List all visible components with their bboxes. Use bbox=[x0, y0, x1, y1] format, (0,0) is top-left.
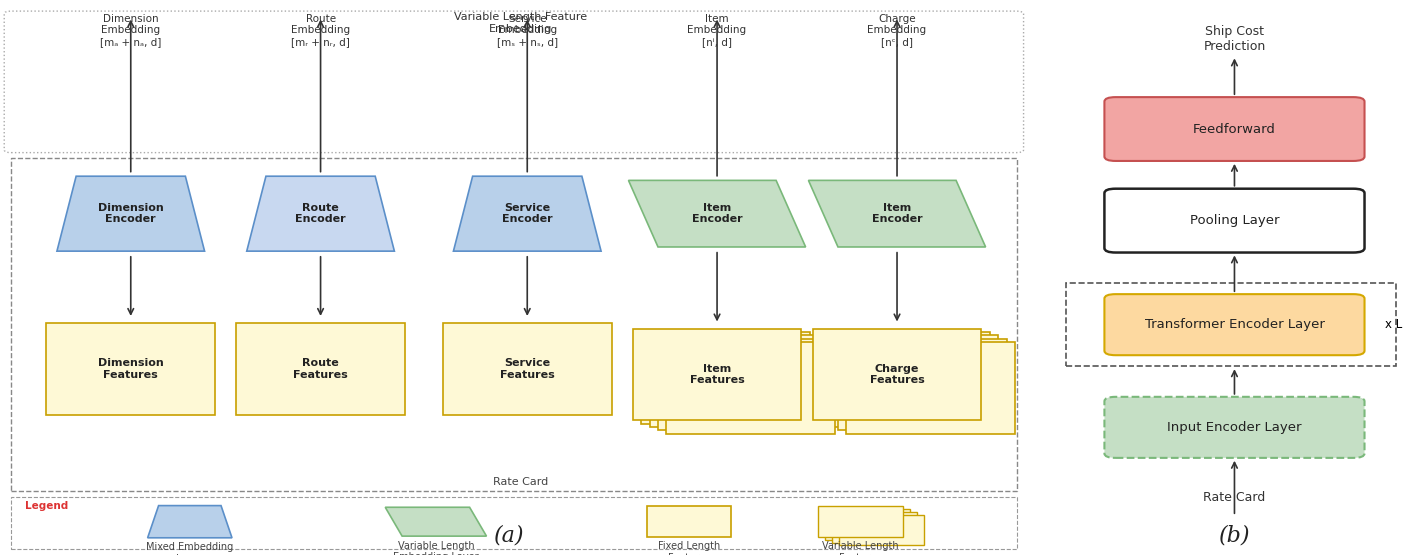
Bar bbox=[846, 342, 1015, 434]
Text: Route
Encoder: Route Encoder bbox=[295, 203, 346, 224]
Bar bbox=[821, 332, 990, 424]
Text: Service
Encoder: Service Encoder bbox=[502, 203, 553, 224]
Bar bbox=[11, 158, 1017, 491]
Text: Charge
Features: Charge Features bbox=[870, 364, 924, 385]
Text: Dimension
Embedding
[mₐ + nₐ, d]: Dimension Embedding [mₐ + nₐ, d] bbox=[100, 14, 162, 47]
Text: Ship Cost
Prediction: Ship Cost Prediction bbox=[1204, 25, 1265, 53]
Bar bbox=[443, 323, 612, 415]
Polygon shape bbox=[808, 180, 986, 247]
Text: (b): (b) bbox=[1219, 524, 1250, 547]
Text: Feedforward: Feedforward bbox=[1194, 123, 1275, 135]
Text: Legend: Legend bbox=[25, 501, 69, 511]
Bar bbox=[633, 329, 801, 421]
Polygon shape bbox=[58, 176, 205, 251]
Polygon shape bbox=[247, 176, 394, 251]
Bar bbox=[666, 342, 835, 434]
Text: Variable Length Feature
Embedding: Variable Length Feature Embedding bbox=[454, 12, 586, 34]
Text: (a): (a) bbox=[494, 524, 524, 547]
Text: Rate Card: Rate Card bbox=[492, 477, 548, 487]
Bar bbox=[825, 509, 910, 539]
Text: Dimension
Features: Dimension Features bbox=[98, 359, 163, 380]
Bar bbox=[650, 335, 818, 427]
Text: Route
Embedding
[mᵣ + nᵣ, d]: Route Embedding [mᵣ + nᵣ, d] bbox=[291, 14, 350, 47]
FancyBboxPatch shape bbox=[1105, 294, 1364, 355]
Text: Item
Encoder: Item Encoder bbox=[872, 203, 922, 224]
Bar bbox=[839, 515, 924, 545]
Text: Variable Length
Embedding Layer: Variable Length Embedding Layer bbox=[394, 541, 478, 555]
Text: Service
Features: Service Features bbox=[501, 359, 554, 380]
Bar bbox=[1066, 283, 1396, 366]
Text: Service
Embedding
[mₛ + nₛ, d]: Service Embedding [mₛ + nₛ, d] bbox=[496, 14, 558, 47]
Bar bbox=[832, 512, 917, 543]
Text: Dimension
Encoder: Dimension Encoder bbox=[98, 203, 163, 224]
Bar bbox=[813, 329, 981, 421]
Text: Route
Features: Route Features bbox=[294, 359, 347, 380]
Text: Input Encoder Layer: Input Encoder Layer bbox=[1167, 421, 1302, 434]
Polygon shape bbox=[385, 507, 486, 536]
Text: Charge
Embedding
[nᶜ, d]: Charge Embedding [nᶜ, d] bbox=[868, 14, 927, 47]
Text: Rate Card: Rate Card bbox=[1204, 491, 1265, 504]
Polygon shape bbox=[628, 180, 806, 247]
Bar bbox=[658, 339, 827, 431]
Bar bbox=[236, 323, 405, 415]
Text: Item
Encoder: Item Encoder bbox=[692, 203, 742, 224]
Bar bbox=[46, 323, 215, 415]
Text: x L: x L bbox=[1385, 318, 1402, 331]
Text: Transformer Encoder Layer: Transformer Encoder Layer bbox=[1144, 318, 1324, 331]
Bar bbox=[641, 332, 810, 424]
Text: Variable Length
Features: Variable Length Features bbox=[823, 542, 898, 555]
Bar bbox=[818, 506, 903, 537]
Bar bbox=[830, 335, 998, 427]
Bar bbox=[11, 497, 1017, 549]
FancyBboxPatch shape bbox=[1105, 189, 1364, 253]
Text: Item
Embedding
[nⁱ, d]: Item Embedding [nⁱ, d] bbox=[688, 14, 747, 47]
FancyBboxPatch shape bbox=[1105, 397, 1364, 458]
FancyBboxPatch shape bbox=[1105, 97, 1364, 161]
Text: Item
Features: Item Features bbox=[690, 364, 744, 385]
Polygon shape bbox=[148, 506, 232, 538]
Bar bbox=[647, 506, 731, 537]
Text: Fixed Length
Features: Fixed Length Features bbox=[658, 542, 720, 555]
Text: Pooling Layer: Pooling Layer bbox=[1189, 214, 1279, 227]
Text: Mixed Embedding
Layer: Mixed Embedding Layer bbox=[146, 542, 233, 555]
Bar bbox=[838, 339, 1007, 431]
Polygon shape bbox=[453, 176, 602, 251]
